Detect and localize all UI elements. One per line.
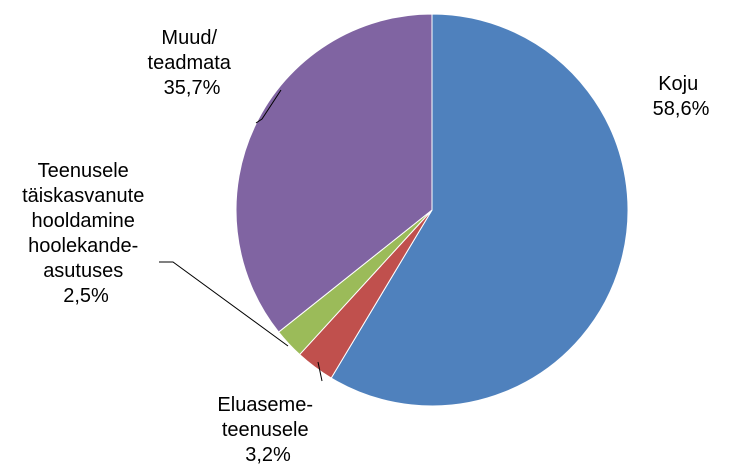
label-line: 2,5% xyxy=(63,285,109,307)
label-line: Teenusele xyxy=(38,160,129,182)
pie-slices xyxy=(235,13,629,407)
label-line: 35,7% xyxy=(164,77,221,99)
label-line: 58,6% xyxy=(653,98,710,120)
pie-slice-koju xyxy=(330,13,629,407)
slice-label-teenusele: Teenusele täiskasvanute hooldamine hoole… xyxy=(22,160,150,307)
label-line: Muud/ xyxy=(161,27,217,49)
label-line: hoolekande- xyxy=(28,235,138,257)
pie-slice-muud xyxy=(235,13,433,333)
slice-label-eluaseme: Eluaseme- teenusele 3,2% xyxy=(217,394,318,466)
label-line: teadmata xyxy=(148,52,232,74)
slice-label-muud: Muud/ teadmata 35,7% xyxy=(148,27,237,99)
label-line: teenusele xyxy=(222,419,309,441)
label-line: asutuses xyxy=(43,260,123,282)
leader-line-eluaseme xyxy=(317,361,323,382)
slice-label-koju: Koju 58,6% xyxy=(653,73,710,120)
label-line: Koju xyxy=(658,73,698,95)
label-line: hooldamine xyxy=(32,210,135,232)
leader-lines xyxy=(159,89,323,382)
leader-line-muud xyxy=(255,89,282,124)
leader-line-teenusele xyxy=(159,261,289,347)
label-line: Eluaseme- xyxy=(217,394,313,416)
label-line: 3,2% xyxy=(245,444,291,466)
label-line: täiskasvanute xyxy=(22,185,144,207)
